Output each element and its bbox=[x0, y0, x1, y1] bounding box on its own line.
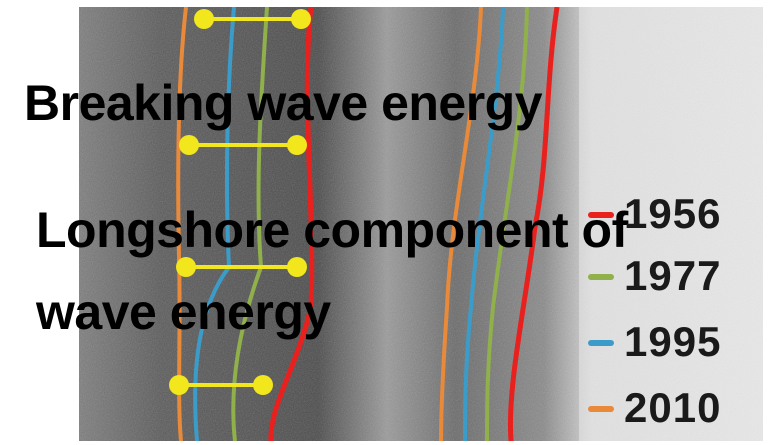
legend-item: 1995 bbox=[588, 318, 758, 368]
shoreline-1956-seaward bbox=[507, 7, 560, 441]
overlay-title-longshore-cont: wave energy bbox=[36, 284, 331, 340]
legend-item: 2010 bbox=[588, 384, 758, 434]
legend-swatch bbox=[588, 340, 614, 346]
legend-label: 1995 bbox=[624, 318, 722, 365]
legend-item: 1977 bbox=[588, 252, 758, 302]
transects bbox=[169, 9, 311, 395]
legend-swatch bbox=[588, 406, 614, 412]
shoreline-2010-seaward bbox=[439, 7, 483, 441]
legend-item: 1956 bbox=[588, 190, 758, 240]
legend-swatch bbox=[588, 212, 614, 218]
shoreline-1977-seaward bbox=[485, 7, 529, 441]
legend-label: 1956 bbox=[624, 190, 722, 237]
legend-swatch bbox=[588, 274, 614, 280]
aerial-photo bbox=[79, 7, 763, 441]
shoreline-1995-inland bbox=[193, 7, 236, 441]
overlay-title-longshore: Longshore component of bbox=[36, 202, 628, 258]
legend-label: 1977 bbox=[624, 252, 722, 299]
legend-label: 2010 bbox=[624, 384, 722, 431]
shoreline-map bbox=[79, 7, 763, 441]
shoreline-1995-seaward bbox=[463, 7, 505, 441]
overlay-title-breaking: Breaking wave energy bbox=[24, 75, 543, 131]
shoreline-1956-inland bbox=[268, 7, 315, 441]
